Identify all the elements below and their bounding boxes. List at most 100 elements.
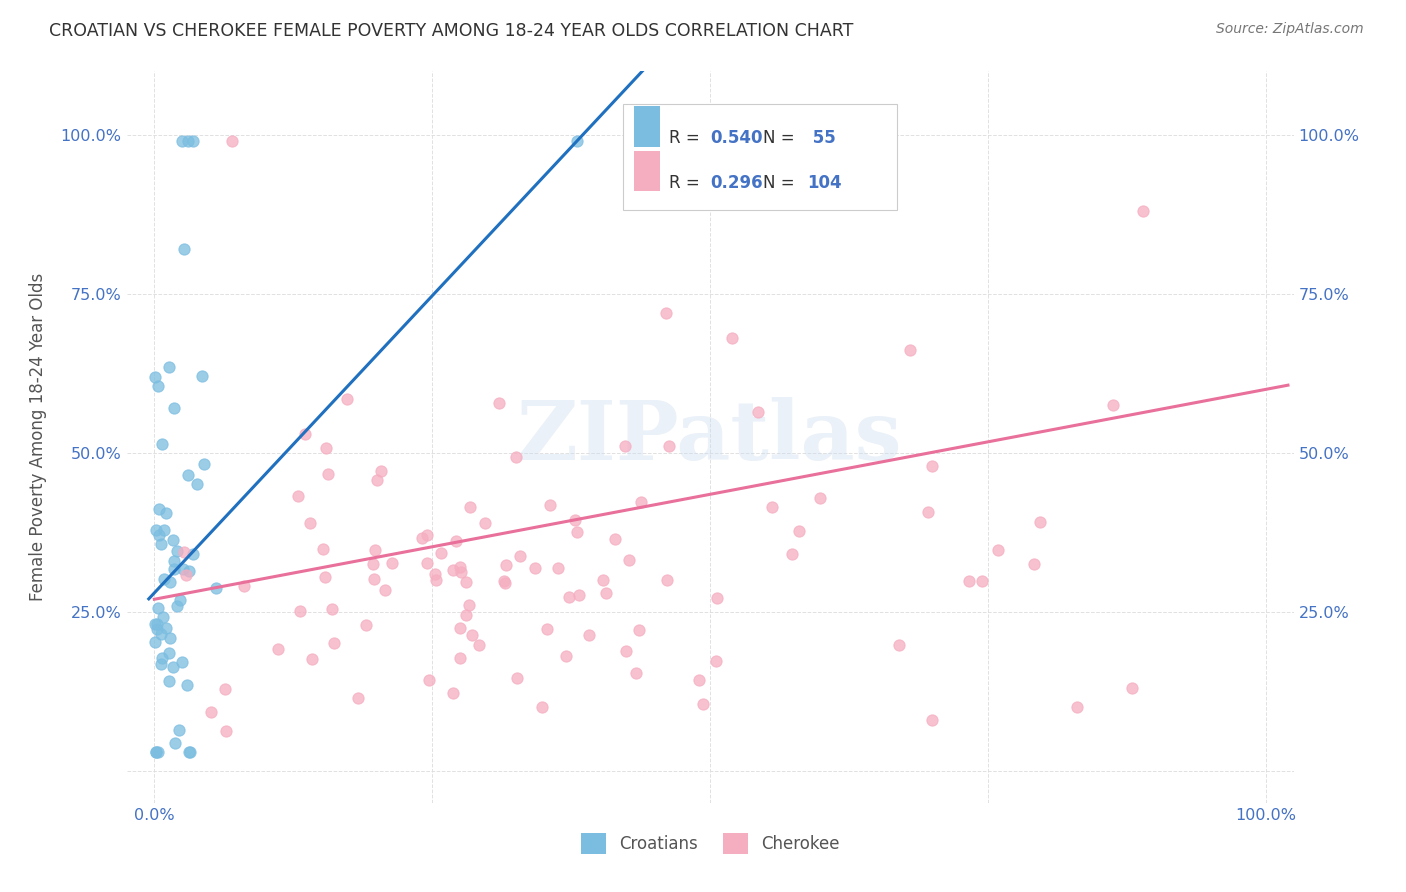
Point: [921, 713, 943, 727]
Point: [191, 369, 214, 384]
Text: N =: N =: [762, 174, 800, 192]
Text: 0.540: 0.540: [710, 129, 762, 147]
Point: [186, 477, 208, 491]
Point: [150, 437, 173, 451]
Point: [150, 537, 173, 551]
Point: [177, 467, 200, 482]
Point: [530, 700, 553, 714]
Point: [146, 601, 169, 615]
Point: [787, 524, 810, 538]
Point: [364, 543, 387, 558]
Point: [145, 745, 167, 759]
Point: [148, 502, 170, 516]
Point: [381, 556, 404, 570]
Point: [347, 691, 370, 706]
Point: [287, 489, 309, 503]
Point: [214, 682, 236, 697]
Text: Source: ZipAtlas.com: Source: ZipAtlas.com: [1216, 22, 1364, 37]
Point: [233, 579, 256, 593]
Point: [148, 527, 170, 541]
Point: [215, 724, 238, 739]
Point: [311, 541, 333, 556]
Text: ZIPatlas: ZIPatlas: [517, 397, 903, 477]
Point: [418, 673, 440, 687]
Point: [494, 575, 516, 590]
Text: 104: 104: [807, 174, 842, 192]
Point: [547, 561, 569, 575]
Point: [1024, 558, 1046, 572]
Point: [706, 591, 728, 605]
Point: [416, 557, 439, 571]
Point: [321, 602, 343, 616]
Point: [176, 134, 198, 148]
Point: [159, 631, 181, 645]
Point: [654, 306, 676, 320]
Point: [172, 562, 194, 576]
Text: R =: R =: [669, 129, 706, 147]
Point: [565, 134, 588, 148]
Point: [430, 546, 453, 560]
Point: [173, 243, 195, 257]
Point: [603, 532, 626, 546]
Point: [449, 560, 471, 574]
Point: [449, 650, 471, 665]
Point: [808, 491, 831, 505]
Point: [153, 523, 176, 537]
Point: [592, 573, 614, 587]
Point: [354, 618, 377, 632]
Point: [613, 439, 636, 453]
Point: [441, 563, 464, 577]
Point: [488, 396, 510, 410]
Point: [374, 582, 396, 597]
Point: [658, 439, 681, 453]
Point: [335, 392, 357, 406]
Point: [162, 533, 184, 548]
Point: [155, 506, 177, 520]
Point: [145, 634, 167, 648]
Point: [450, 566, 472, 580]
Point: [288, 604, 311, 618]
Legend: Croatians, Cherokee: Croatians, Cherokee: [574, 827, 846, 860]
Point: [179, 745, 201, 759]
Point: [898, 343, 921, 357]
Point: [657, 573, 679, 587]
Point: [524, 561, 547, 575]
Point: [152, 573, 174, 587]
Point: [917, 505, 939, 519]
Bar: [634, 106, 659, 146]
Point: [1132, 204, 1154, 219]
Point: [204, 581, 226, 595]
Point: [624, 666, 647, 681]
Point: [688, 673, 710, 687]
Point: [692, 697, 714, 711]
Point: [747, 404, 769, 418]
Point: [578, 628, 600, 642]
Point: [416, 528, 439, 542]
Point: [145, 745, 167, 759]
Point: [166, 599, 188, 613]
Point: [457, 599, 479, 613]
Point: [157, 359, 180, 374]
Point: [441, 686, 464, 700]
Point: [169, 593, 191, 607]
Point: [162, 562, 184, 576]
Point: [157, 674, 180, 689]
Text: 0.296: 0.296: [710, 174, 762, 192]
Point: [506, 671, 529, 685]
Point: [314, 570, 336, 584]
Point: [301, 652, 323, 666]
Point: [614, 644, 637, 658]
Point: [454, 608, 477, 623]
Point: [163, 554, 186, 568]
Point: [157, 646, 180, 660]
Y-axis label: Female Poverty Among 18-24 Year Olds: Female Poverty Among 18-24 Year Olds: [28, 273, 46, 601]
Point: [887, 638, 910, 652]
Point: [970, 574, 993, 588]
Point: [565, 524, 588, 539]
Point: [627, 623, 650, 637]
Point: [322, 636, 344, 650]
Point: [721, 331, 744, 345]
Point: [1102, 398, 1125, 412]
Point: [145, 617, 167, 632]
Point: [495, 558, 517, 572]
